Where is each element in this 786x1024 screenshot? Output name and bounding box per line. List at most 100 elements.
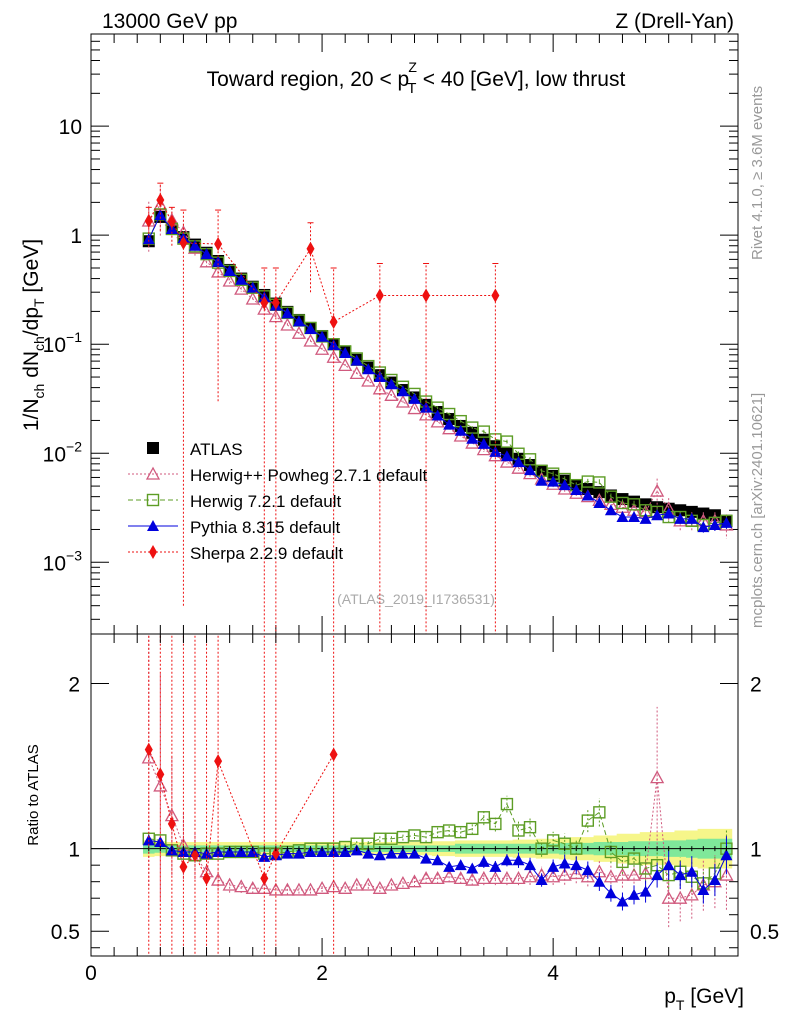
- atlas-point: [685, 505, 698, 518]
- sherpa-point: [491, 288, 500, 303]
- pythia-point: [454, 424, 467, 436]
- ratio-series: [141, 634, 734, 956]
- pythia-ratio-point: [339, 845, 352, 857]
- pythia-point: [142, 233, 155, 245]
- herwigpp-ratio-point: [407, 874, 422, 888]
- herwigpp-ratio-point: [546, 869, 561, 883]
- pythia-ratio-point: [431, 854, 444, 866]
- y-tick-base: 10: [43, 443, 66, 466]
- pythia-ratio-point: [327, 845, 340, 857]
- herwigpp-point: [291, 325, 307, 339]
- sherpa-ratio-point: [167, 816, 176, 831]
- herwigpp-ratio-point: [499, 871, 515, 885]
- pythia-point: [443, 418, 456, 430]
- pythia-ratio-point: [212, 845, 225, 857]
- x-axis-label: pT [GeV]: [664, 985, 744, 1013]
- title-part-a: Toward region, 20 < p: [207, 68, 410, 91]
- main-series: [141, 182, 734, 634]
- herwigpp-point: [384, 387, 399, 401]
- x-tick-label: 0: [85, 962, 97, 985]
- pythia-ratio-point: [512, 854, 525, 866]
- legend-item-pythia: Pythia 8.315 default: [128, 518, 341, 537]
- sherpa-point: [214, 237, 223, 252]
- y-tick-exponent: −1: [66, 329, 82, 345]
- atlas-point: [581, 483, 594, 496]
- xlabel-sub: T: [676, 997, 685, 1013]
- pythia-ratio-point: [292, 847, 305, 859]
- pythia-ratio-point: [558, 857, 571, 869]
- pythia-ratio-point: [385, 847, 398, 859]
- pythia-ratio-point: [235, 845, 248, 857]
- pythia-point: [535, 474, 548, 486]
- herwigpp-ratio-point: [372, 880, 387, 894]
- legend: ATLAS Herwig++ Powheg 2.7.1 default Herwig…: [128, 440, 427, 563]
- pythia-ratio-point: [500, 854, 513, 866]
- pythia-point: [235, 273, 248, 285]
- sherpa-point: [167, 214, 176, 229]
- sherpa-point: [179, 235, 188, 250]
- herwigpp-ratio-point: [661, 890, 676, 904]
- y-tick-base: 10: [59, 116, 82, 139]
- herwigpp-point: [199, 254, 214, 268]
- pythia-ratio-point: [396, 847, 409, 859]
- sherpa-ratio-point: [179, 859, 188, 874]
- pythia-ratio-point: [616, 895, 629, 907]
- herwigpp-point: [234, 281, 249, 295]
- herwig7-ratio-point: [570, 842, 583, 855]
- pythia-ratio-point: [685, 865, 698, 877]
- ratio-series-herwig7: [142, 795, 733, 898]
- legend-label: Herwig++ Powheg 2.7.1 default: [190, 466, 427, 485]
- pythia-point: [304, 322, 317, 334]
- pythia-ratio-point: [420, 852, 433, 864]
- ylabel-d: [GeV]: [20, 239, 43, 299]
- herwigpp-ratio-point: [418, 871, 434, 885]
- herwigpp-ratio-point: [650, 770, 665, 784]
- herwigpp-point: [314, 341, 330, 355]
- herwigpp-ratio-point: [557, 867, 572, 881]
- herwig7-ratio-point: [466, 822, 479, 836]
- herwigpp-ratio-point: [615, 867, 630, 881]
- pythia-ratio-point: [651, 869, 664, 881]
- main-y-axis-label: 1/Nch dNch/dpT [GeV]: [20, 239, 47, 431]
- herwigpp-ratio-point: [638, 866, 653, 880]
- herwigpp-ratio-point: [338, 880, 353, 894]
- ylabel-c: /dp: [20, 307, 43, 336]
- pythia-ratio-point: [246, 845, 259, 857]
- pythia-point: [431, 409, 444, 421]
- herwigpp-point: [338, 357, 353, 372]
- pythia-ratio-point: [662, 859, 675, 871]
- title-part-sub: T: [407, 80, 416, 97]
- herwigpp-ratio-point: [603, 869, 619, 883]
- ratio-series-sherpa: [144, 634, 338, 956]
- sherpa-ratio-point: [214, 754, 223, 769]
- pythia-ratio-point: [708, 874, 721, 886]
- herwigpp-ratio-point: [476, 871, 491, 885]
- pythia-ratio-point: [477, 855, 490, 867]
- pythia-ratio-point: [628, 888, 641, 900]
- pythia-point: [674, 512, 687, 524]
- sherpa-point: [260, 295, 269, 310]
- herwigpp-ratio-point: [511, 871, 526, 885]
- legend-item-herwigpp: Herwig++ Powheg 2.7.1 default: [128, 466, 427, 485]
- herwigpp-point: [476, 442, 491, 456]
- herwig7-ratio-point: [535, 842, 548, 855]
- sherpa-point: [329, 314, 338, 329]
- sherpa-ratio-point: [144, 742, 153, 757]
- pythia-point: [246, 281, 259, 293]
- pythia-point: [385, 378, 398, 390]
- herwigpp-point: [303, 333, 318, 347]
- herwigpp-ratio-point: [442, 869, 457, 883]
- herwigpp-point: [349, 366, 364, 380]
- pythia-point: [708, 518, 721, 530]
- ratio-y-tick-label-right: 0.5: [750, 921, 779, 944]
- y-tick-exponent: −2: [66, 438, 82, 454]
- pythia-ratio-point: [593, 875, 606, 887]
- pythia-point: [524, 464, 537, 476]
- title-part-sup: Z: [408, 59, 417, 75]
- pythia-ratio-point: [535, 874, 548, 886]
- herwig7-ratio-point: [581, 814, 595, 827]
- sherpa-line: [148, 199, 496, 323]
- pythia-point: [350, 354, 363, 366]
- herwigpp-ratio-point: [210, 872, 226, 886]
- ratio-y-tick-label: 0.5: [51, 921, 80, 944]
